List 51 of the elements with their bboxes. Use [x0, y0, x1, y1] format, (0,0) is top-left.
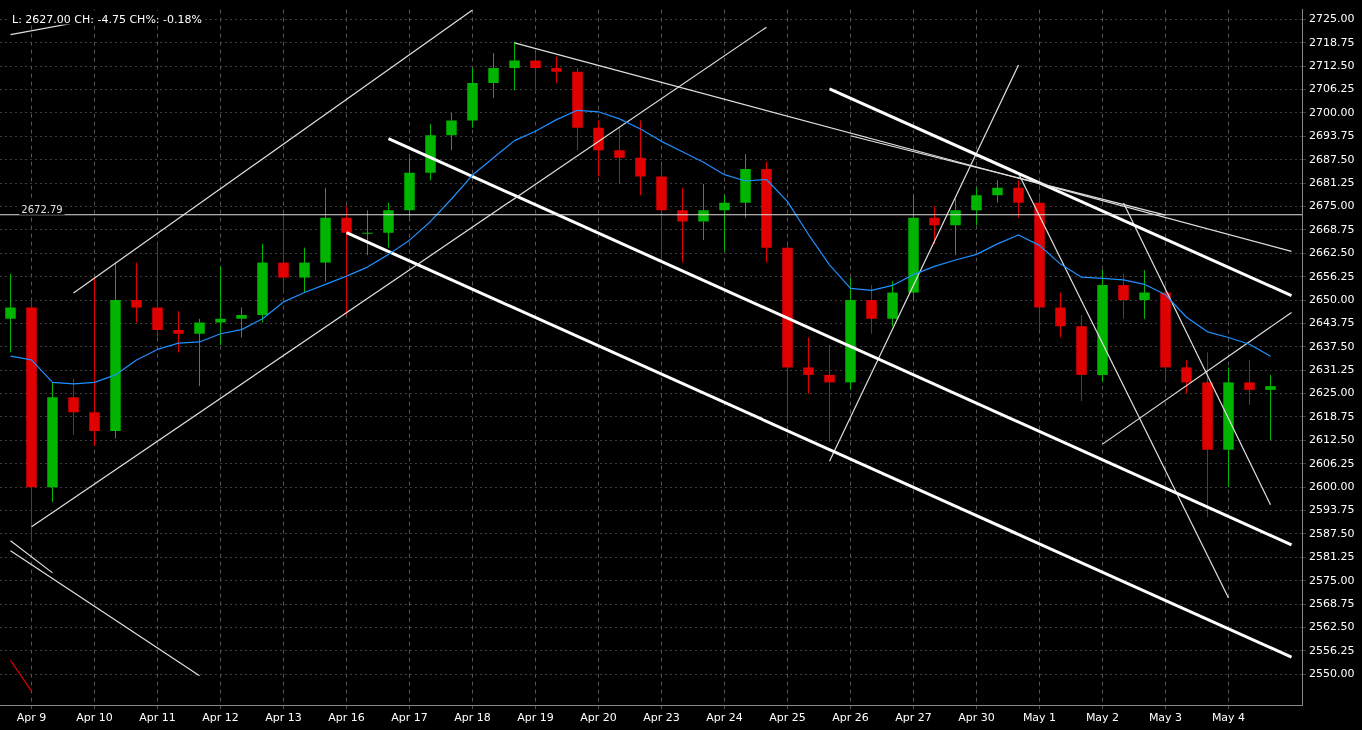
y-tick-label: 2656.25	[1309, 269, 1355, 283]
x-tick-label: Apr 23	[643, 711, 680, 725]
y-tick-label: 2712.50	[1309, 58, 1355, 72]
y-tick-label: 2706.25	[1309, 82, 1355, 96]
annotation: L: 2627.00 CH: -4.75 CH%: -0.18%	[12, 12, 202, 26]
y-tick-label: 2637.50	[1309, 339, 1355, 353]
ref-line-label: 2672.79	[21, 203, 63, 215]
x-tick-label: Apr 26	[832, 711, 869, 725]
x-tick-label: Apr 30	[958, 711, 995, 725]
x-tick-label: May 4	[1211, 711, 1246, 725]
y-tick-label: 2675.00	[1309, 199, 1355, 213]
x-tick-label: Apr 9	[16, 711, 47, 725]
y-tick-label: 2662.50	[1309, 246, 1355, 260]
y-tick-label: 2606.25	[1309, 456, 1355, 470]
y-tick-label: 2587.50	[1309, 526, 1355, 540]
y-tick-label: 2725.00	[1309, 12, 1355, 26]
x-tick-label: May 2	[1085, 711, 1120, 725]
x-tick-label: Apr 27	[895, 711, 932, 725]
x-tick-label: Apr 13	[265, 711, 302, 725]
y-tick-label: 2650.00	[1309, 292, 1355, 306]
y-tick-label: 2687.50	[1309, 152, 1355, 166]
x-tick-label: Apr 25	[769, 711, 806, 725]
x-tick-label: Apr 12	[202, 711, 239, 725]
y-tick-label: 2631.25	[1309, 363, 1355, 377]
y-tick-label: 2593.75	[1309, 503, 1355, 517]
y-tick-label: 2575.00	[1309, 573, 1355, 587]
x-tick-label: Apr 18	[454, 711, 491, 725]
y-tick-label: 2681.25	[1309, 175, 1355, 189]
x-tick-label: Apr 17	[391, 711, 428, 725]
x-tick-label: Apr 19	[517, 711, 554, 725]
x-tick-label: Apr 24	[706, 711, 743, 725]
y-tick-label: 2562.50	[1309, 620, 1355, 634]
x-tick-label: Apr 20	[580, 711, 617, 725]
y-tick-label: 2612.50	[1309, 433, 1355, 447]
y-tick-label: 2618.75	[1309, 409, 1355, 423]
y-tick-label: 2550.00	[1309, 667, 1355, 681]
y-tick-label: 2581.25	[1309, 550, 1355, 564]
x-tick-label: Apr 16	[328, 711, 365, 725]
y-tick-label: 2643.75	[1309, 316, 1355, 330]
x-tick-label: May 1	[1022, 711, 1057, 725]
y-tick-label: 2700.00	[1309, 105, 1355, 119]
y-tick-label: 2600.00	[1309, 480, 1355, 494]
y-tick-label: 2668.75	[1309, 222, 1355, 236]
y-tick-label: 2625.00	[1309, 386, 1355, 400]
y-tick-label: 2718.75	[1309, 35, 1355, 49]
y-tick-label: 2693.75	[1309, 129, 1355, 143]
x-tick-label: Apr 11	[139, 711, 176, 725]
y-tick-label: 2556.25	[1309, 643, 1355, 657]
x-tick-label: Apr 10	[76, 711, 113, 725]
x-tick-label: May 3	[1148, 711, 1183, 725]
y-tick-label: 2568.75	[1309, 596, 1355, 610]
